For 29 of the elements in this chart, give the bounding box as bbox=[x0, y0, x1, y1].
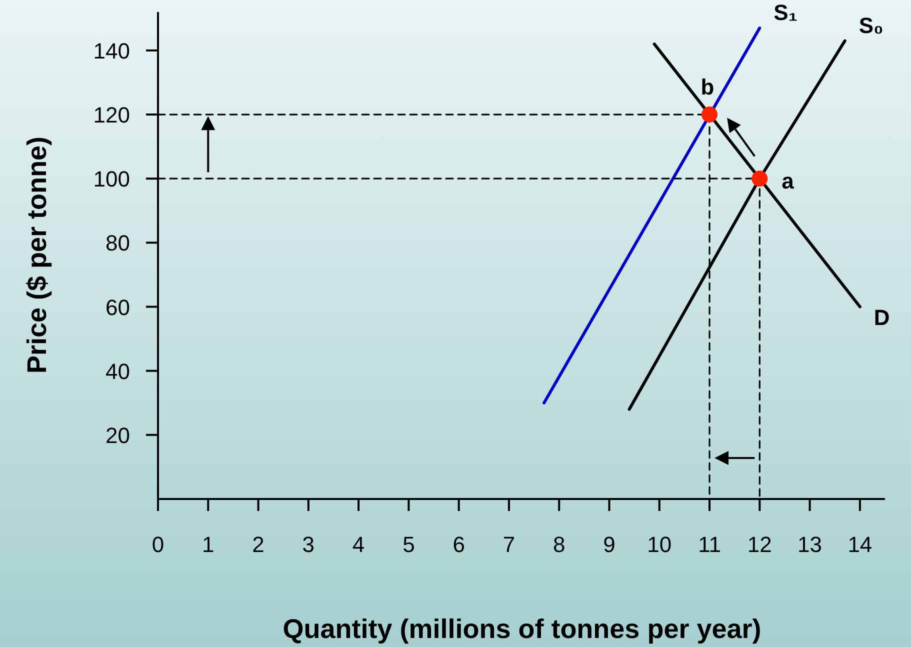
x-tick-label: 11 bbox=[698, 532, 721, 557]
annotation: a bbox=[782, 168, 795, 194]
y-tick-label: 20 bbox=[106, 422, 130, 448]
x-tick-label: 7 bbox=[502, 532, 516, 557]
x-tick-label: 9 bbox=[603, 532, 616, 557]
x-tick-label: 10 bbox=[647, 532, 672, 557]
series-label: S₀ bbox=[858, 12, 884, 38]
x-tick-label: 1 bbox=[202, 532, 214, 557]
y-tick-label: 80 bbox=[106, 230, 130, 256]
x-tick-label: 13 bbox=[798, 532, 822, 557]
x-tick-label: 5 bbox=[402, 532, 415, 557]
y-axis-title: Price ($ per tonne) bbox=[22, 136, 52, 374]
series-label: D bbox=[874, 304, 890, 330]
x-tick-label: 3 bbox=[302, 532, 315, 557]
x-axis-title: Quantity (millions of tonnes per year) bbox=[282, 614, 762, 644]
x-tick-label: 12 bbox=[747, 532, 772, 557]
y-tick-label: 120 bbox=[93, 102, 130, 128]
x-tick-label: 14 bbox=[848, 532, 872, 557]
y-tick-label: 140 bbox=[93, 38, 130, 64]
x-tick-label: 8 bbox=[552, 532, 566, 557]
y-tick-label: 60 bbox=[106, 294, 130, 320]
x-tick-label: 4 bbox=[352, 532, 365, 557]
x-tick-label: 0 bbox=[152, 532, 164, 557]
annotation: b bbox=[700, 74, 714, 100]
y-tick-label: 40 bbox=[106, 358, 130, 384]
y-tick-label: 100 bbox=[93, 166, 130, 192]
x-tick-label: 6 bbox=[452, 532, 465, 557]
x-tick-label: 2 bbox=[252, 532, 264, 557]
series-label: S₁ bbox=[774, 0, 798, 26]
